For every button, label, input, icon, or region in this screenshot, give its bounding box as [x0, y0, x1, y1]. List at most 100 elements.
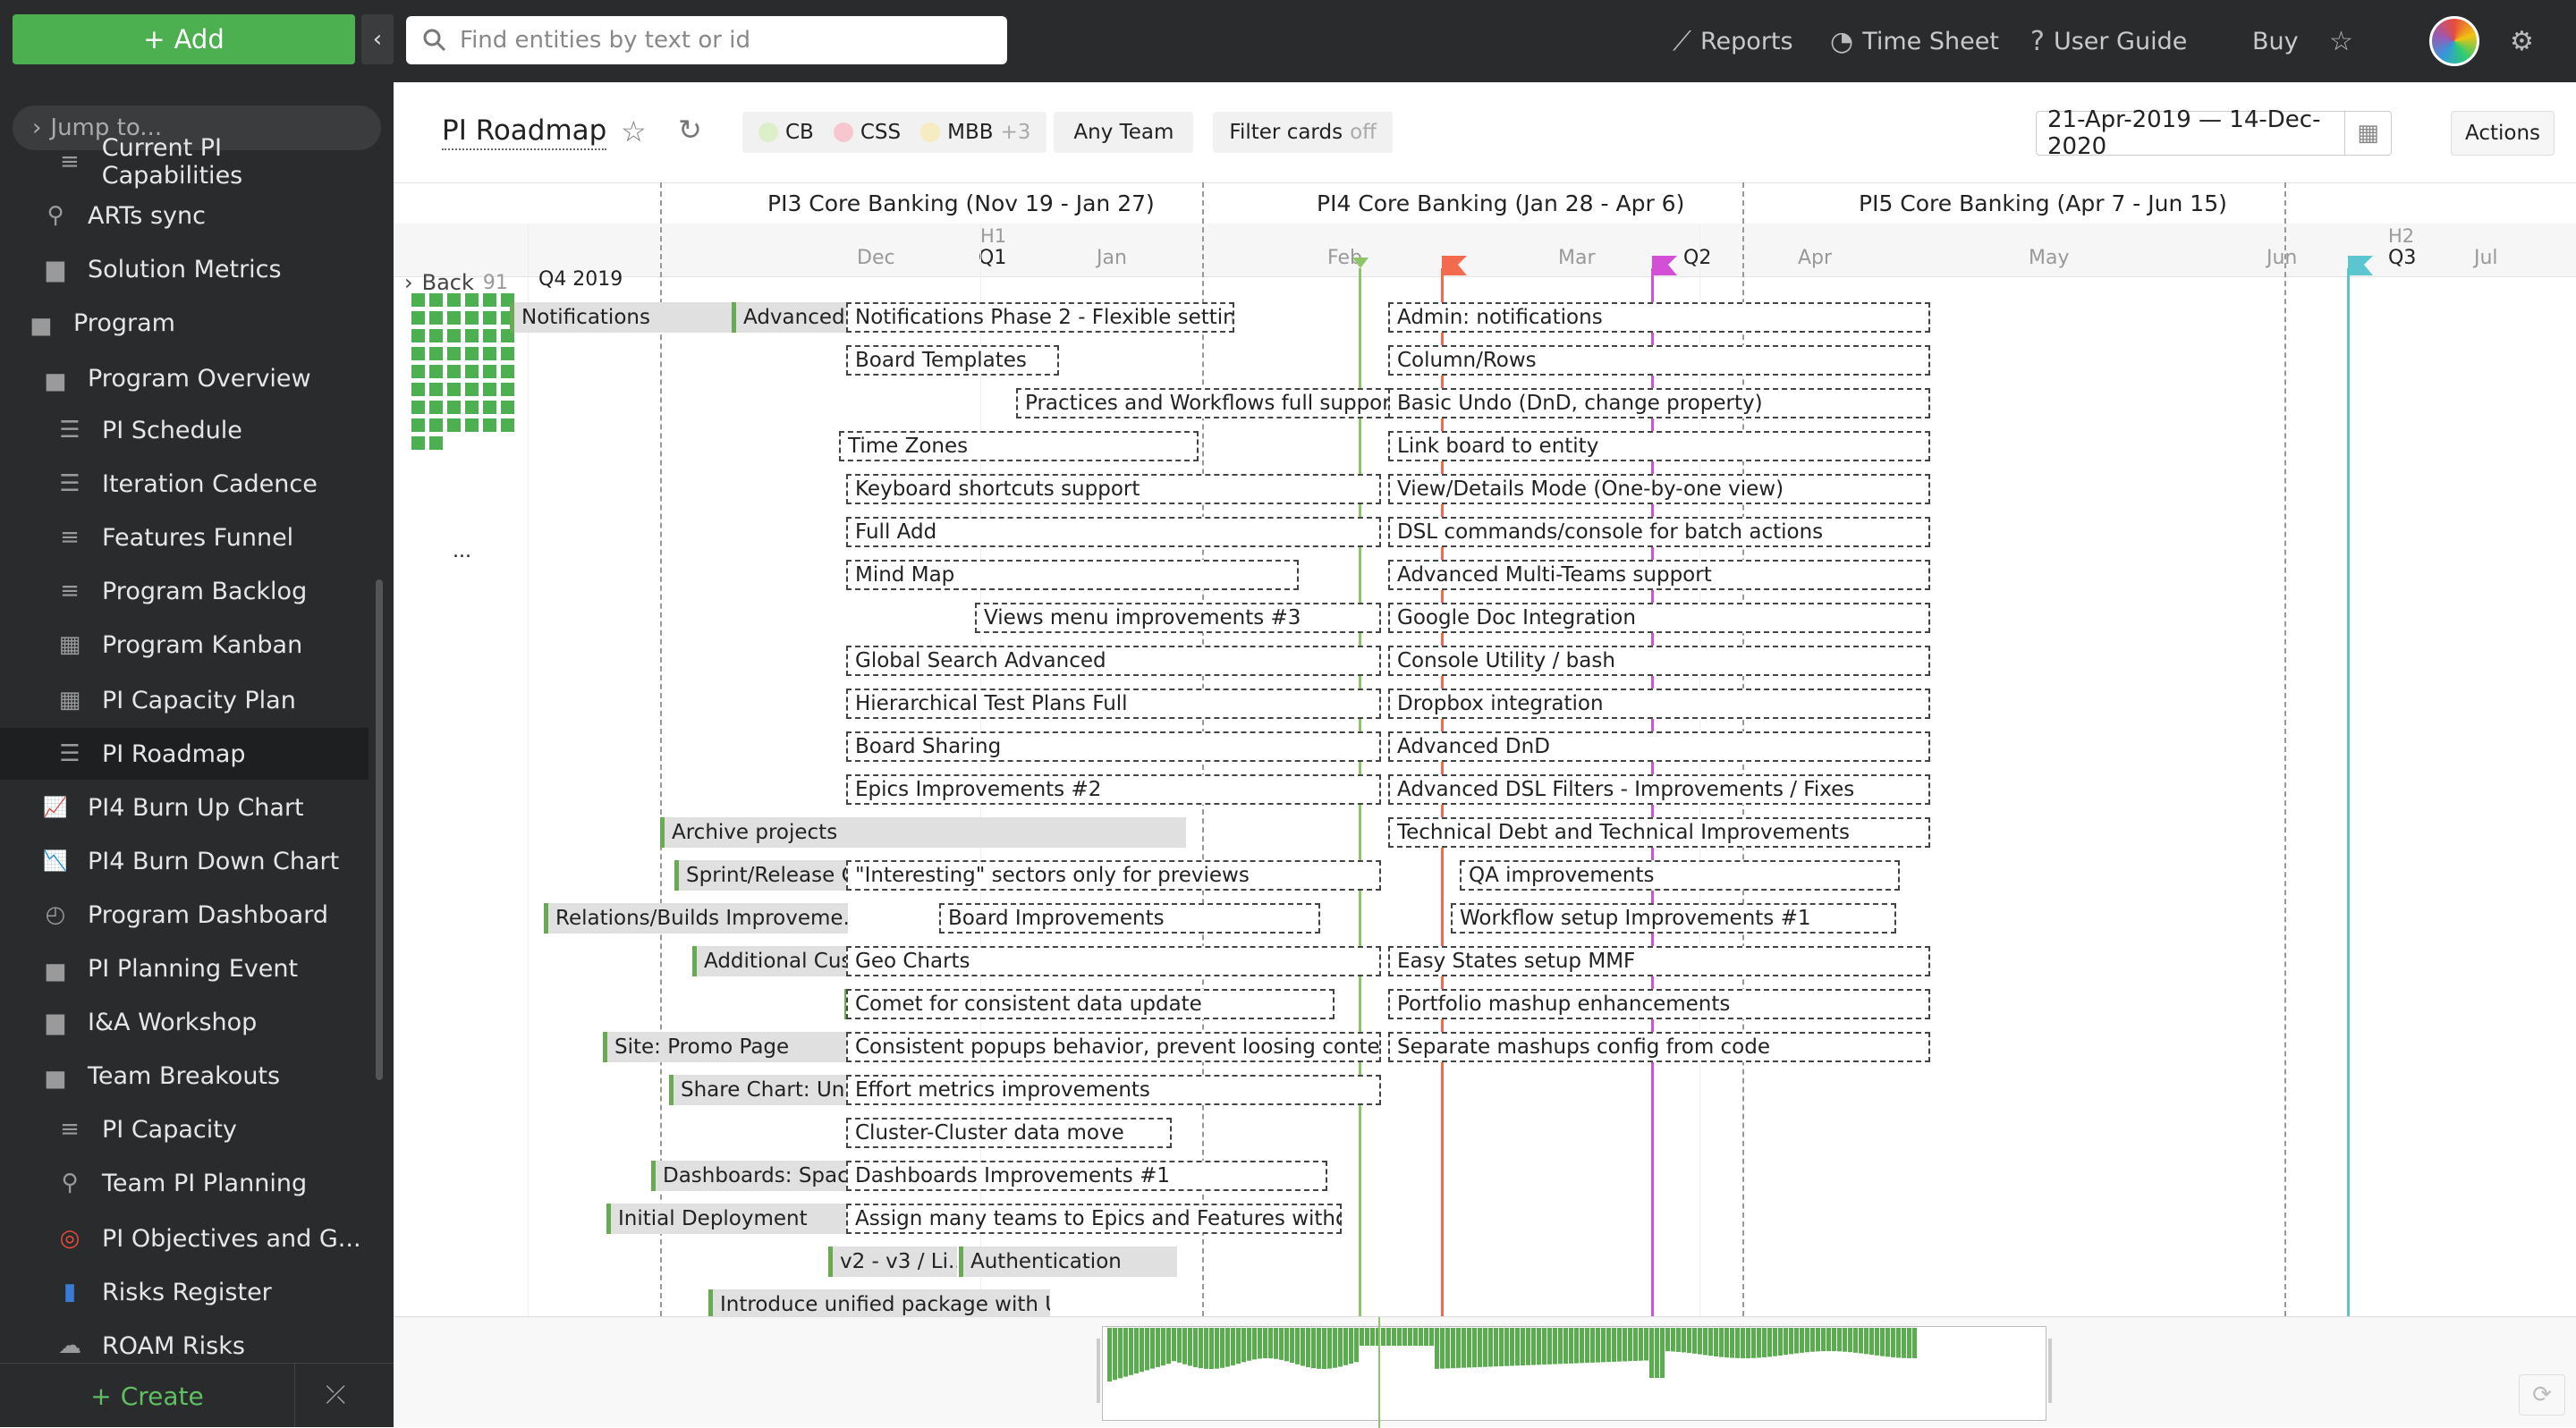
backlog-card-square[interactable] — [411, 383, 425, 396]
roadmap-card[interactable]: Board Sharing — [846, 731, 1381, 762]
settings-sliders-button[interactable]: ⚙ — [2510, 18, 2534, 64]
roadmap-card[interactable]: Assign many teams to Epics and Features … — [846, 1204, 1342, 1234]
jump-to-input[interactable]: › Jump to... — [13, 106, 381, 150]
backlog-card-square[interactable] — [501, 365, 514, 378]
roadmap-card[interactable]: Notifications — [510, 302, 737, 333]
reports-link[interactable]: ⟋ Reports — [1673, 18, 1793, 64]
backlog-card-square[interactable] — [465, 311, 479, 325]
roadmap-card[interactable]: Epics Improvements #2 — [846, 774, 1381, 805]
sidebar-item-pi4-burn-up-chart[interactable]: 📈 PI4 Burn Up Chart — [0, 782, 369, 833]
team-selector[interactable]: Any Team — [1054, 112, 1194, 153]
roadmap-card[interactable]: DSL commands/console for batch actions — [1388, 517, 1930, 547]
search-box[interactable] — [406, 16, 1007, 64]
backlog-card-square[interactable] — [465, 383, 479, 396]
roadmap-card[interactable]: Consistent popups behavior, prevent loos… — [846, 1032, 1381, 1062]
backlog-card-square[interactable] — [447, 311, 461, 325]
backlog-card-square[interactable] — [501, 347, 514, 360]
roadmap-card[interactable]: Column/Rows — [1388, 345, 1930, 376]
date-range-picker[interactable]: 21-Apr-2019 — 14-Dec-2020 ▦ — [2036, 106, 2392, 160]
roadmap-card[interactable]: Notifications Phase 2 - Flexible setting… — [846, 302, 1234, 333]
backlog-card-square[interactable] — [447, 365, 461, 378]
backlog-card-square[interactable] — [429, 311, 443, 325]
backlog-card-square[interactable] — [411, 365, 425, 378]
sidebar-item-pi-capacity-plan[interactable]: ▦ PI Capacity Plan — [0, 674, 369, 726]
backlog-card-square[interactable] — [501, 401, 514, 414]
sidebar-item-iteration-cadence[interactable]: ☰ Iteration Cadence — [0, 458, 369, 510]
sidebar-item-program-dashboard[interactable]: ◴ Program Dashboard — [0, 889, 369, 941]
roadmap-card[interactable]: Dropbox integration — [1388, 689, 1930, 719]
backlog-card-square[interactable] — [411, 418, 425, 432]
backlog-card-square[interactable] — [483, 418, 496, 432]
backlog-card-square[interactable] — [465, 293, 479, 307]
reset-view-icon[interactable]: ⟳ — [2519, 1374, 2565, 1415]
backlog-card-square[interactable] — [483, 311, 496, 325]
sidebar-item-pi-objectives-and-g[interactable]: ◎ PI Objectives and G... — [0, 1213, 369, 1264]
roadmap-card[interactable]: View/Details Mode (One-by-one view) — [1388, 474, 1930, 504]
sidebar-item-program[interactable]: ▅ Program — [0, 297, 369, 349]
roadmap-card[interactable]: Cluster-Cluster data move — [846, 1118, 1172, 1148]
backlog-card-square[interactable] — [483, 401, 496, 414]
roadmap-card[interactable]: v2 - v3 / Li... — [828, 1246, 957, 1277]
backlog-card-square[interactable] — [483, 329, 496, 342]
backlog-card-square[interactable] — [483, 365, 496, 378]
roadmap-card[interactable]: Admin: notifications — [1388, 302, 1930, 333]
favorites-button[interactable]: ☆ — [2329, 18, 2353, 64]
calendar-icon[interactable]: ▦ — [2344, 112, 2391, 155]
roadmap-card[interactable]: Technical Debt and Technical Improvement… — [1388, 817, 1930, 848]
sidebar-item-pi4-burn-down-chart[interactable]: 📉 PI4 Burn Down Chart — [0, 835, 369, 887]
backlog-card-square[interactable] — [411, 329, 425, 342]
roadmap-card[interactable]: Console Utility / bash — [1388, 646, 1930, 676]
roadmap-card[interactable]: Practices and Workflows full support — [1016, 388, 1390, 418]
minimap-handle-right[interactable] — [2048, 1339, 2052, 1403]
roadmap-card[interactable]: Initial Deployment — [606, 1204, 871, 1234]
backlog-card-square[interactable] — [429, 347, 443, 360]
roadmap-card[interactable]: QA improvements — [1460, 860, 1900, 891]
roadmap-card[interactable]: Advanced DSL Filters - Improvements / Fi… — [1388, 774, 1930, 805]
sidebar-item-pi-capacity[interactable]: ≡ PI Capacity — [0, 1103, 369, 1155]
minimap-handle-left[interactable] — [1097, 1339, 1100, 1403]
roadmap-card[interactable]: Dashboards Improvements #1 — [846, 1161, 1327, 1191]
sidebar-item-arts-sync[interactable]: ⚲ ARTs sync — [0, 190, 369, 241]
roadmap-card[interactable]: Full Add — [846, 517, 1381, 547]
sidebar-item-program-backlog[interactable]: ≡ Program Backlog — [0, 565, 369, 617]
add-button[interactable]: + Add — [13, 14, 355, 64]
expand-icon[interactable]: ⤫ — [326, 1380, 346, 1409]
sidebar-item-program-overview[interactable]: ▅ Program Overview — [0, 352, 369, 404]
milestone-cyan-marker[interactable] — [2347, 268, 2350, 1316]
backlog-card-square[interactable] — [483, 383, 496, 396]
roadmap-card[interactable]: Advanced Multi-Teams support — [1388, 560, 1930, 590]
sidebar-scrollbar[interactable] — [376, 579, 383, 1080]
backlog-card-square[interactable] — [411, 347, 425, 360]
flag-icon[interactable] — [1652, 256, 1677, 277]
roadmap-card[interactable]: Portfolio mashup enhancements — [1388, 989, 1930, 1019]
create-button[interactable]: + Create — [0, 1364, 295, 1427]
search-input[interactable] — [460, 27, 1007, 54]
backlog-card-square[interactable] — [465, 418, 479, 432]
roadmap-card[interactable]: Comet for consistent data update — [846, 989, 1335, 1019]
roadmap-card[interactable]: Relations/Builds Improveme... — [544, 903, 848, 934]
roadmap-card[interactable]: Easy States setup MMF — [1388, 946, 1930, 976]
backlog-card-square[interactable] — [501, 418, 514, 432]
backlog-card-square[interactable] — [429, 383, 443, 396]
roadmap-card[interactable]: Views menu improvements #3 — [975, 603, 1381, 633]
avatar[interactable] — [2429, 16, 2479, 66]
backlog-card-square[interactable] — [447, 418, 461, 432]
backlog-card-square[interactable] — [411, 436, 425, 450]
roadmap-card[interactable]: Site: Promo Page — [603, 1032, 871, 1062]
flag-icon[interactable] — [2348, 256, 2373, 277]
flag-icon[interactable] — [1442, 256, 1467, 277]
star-icon[interactable]: ☆ — [621, 114, 647, 148]
sidebar-item-solution-metrics[interactable]: ▆ Solution Metrics — [0, 243, 369, 295]
backlog-card-square[interactable] — [411, 401, 425, 414]
backlog-card-square[interactable] — [429, 365, 443, 378]
roadmap-card[interactable]: Basic Undo (DnD, change property) — [1388, 388, 1930, 418]
backlog-card-square[interactable] — [465, 365, 479, 378]
backlog-card-square[interactable] — [411, 293, 425, 307]
roadmap-card[interactable]: Time Zones — [839, 431, 1199, 461]
back-button[interactable]: › Back 91 — [404, 270, 508, 295]
backlog-card-square[interactable] — [429, 293, 443, 307]
roadmap-card[interactable]: Keyboard shortcuts support — [846, 474, 1381, 504]
filter-cards-toggle[interactable]: Filter cards off — [1213, 112, 1393, 153]
refresh-icon[interactable]: ↻ — [678, 113, 702, 147]
sidebar-item-features-funnel[interactable]: ≡ Features Funnel — [0, 511, 369, 563]
